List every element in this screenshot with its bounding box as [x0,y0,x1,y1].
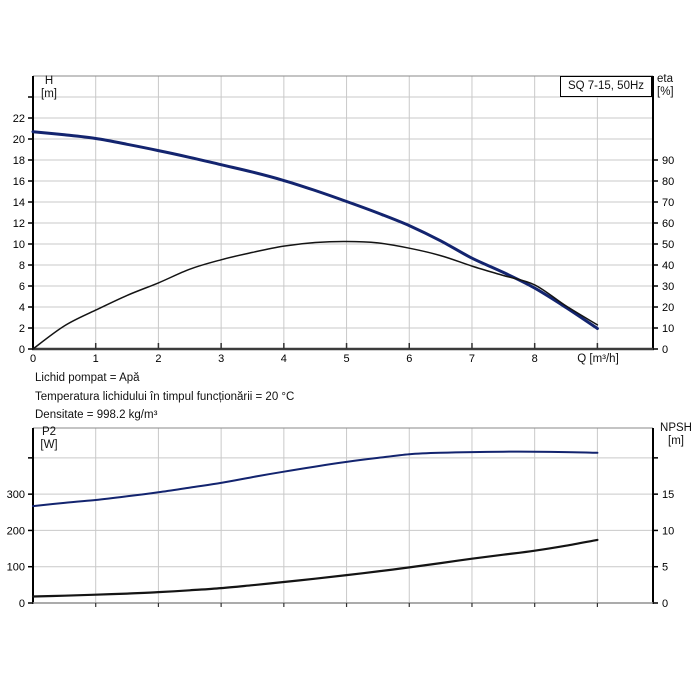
x-tick-label: 7 [469,353,475,365]
left-tick-label: 0 [19,598,25,610]
x-tick-label: 6 [406,353,412,365]
right-tick-label: 10 [662,323,674,335]
right-tick-label: 60 [662,218,674,230]
note-temperature: Temperatura lichidului în timpul funcțio… [35,390,295,403]
eta-axis-title: eta [%] [657,73,687,99]
left-tick-label: 4 [19,302,25,314]
note-liquid: Lichid pompat = Apă [35,372,140,384]
left-tick-label: 18 [13,155,25,167]
left-tick-label: 20 [13,134,25,146]
p2-axis-title: P2 [W] [36,426,62,452]
p2-power-curve-curve [32,450,599,508]
q-axis-label: Q [m³/h] [577,353,619,365]
x-tick-label: 0 [30,353,36,365]
h-axis-unit: [m] [41,88,57,100]
npsh-curve-curve [31,538,599,598]
p2-axis-name: P2 [41,426,57,438]
note-density: Densitate = 998.2 kg/m³ [35,409,158,421]
left-tick-label: 22 [13,113,25,125]
x-tick-label: 2 [155,353,161,365]
pump-model-badge: SQ 7-15, 50Hz [560,76,652,97]
p2-axis-unit: [W] [40,439,58,451]
left-tick-label: 8 [19,260,25,272]
eta-axis-unit: [%] [657,86,674,98]
right-tick-label: 20 [662,302,674,314]
left-tick-label: 12 [13,218,25,230]
left-tick-label: 300 [7,489,25,501]
left-tick-label: 0 [19,344,25,356]
h-axis-title: H [m] [36,75,62,101]
eta-axis-name: eta [657,73,673,85]
eta-efficiency-curve-curve [32,240,599,350]
x-tick-label: 8 [532,353,538,365]
right-tick-label: 15 [662,489,674,501]
left-tick-label: 10 [13,239,25,251]
right-tick-label: 30 [662,281,674,293]
liquid-notes: Lichid pompat = Apă Temperatura lichidul… [35,369,294,425]
left-tick-label: 2 [19,323,25,335]
h-axis-name: H [44,75,54,87]
right-tick-label: 70 [662,197,674,209]
h-qh-curve-curve [31,130,599,330]
npsh-axis-name: NPSH [660,422,692,434]
x-tick-label: 5 [343,353,349,365]
right-tick-label: 10 [662,525,674,537]
right-tick-label: 90 [662,155,674,167]
right-tick-label: 40 [662,260,674,272]
x-tick-label: 1 [93,353,99,365]
left-tick-label: 100 [7,562,25,574]
left-tick-label: 6 [19,281,25,293]
left-tick-label: 14 [13,197,25,209]
right-tick-label: 80 [662,176,674,188]
npsh-axis-unit: [m] [668,435,684,447]
x-tick-label: 3 [218,353,224,365]
x-tick-label: 4 [281,353,287,365]
right-tick-label: 50 [662,239,674,251]
npsh-axis-title: NPSH [m] [654,422,698,448]
right-tick-label: 5 [662,562,668,574]
left-tick-label: 16 [13,176,25,188]
right-tick-label: 0 [662,344,668,356]
left-tick-label: 200 [7,525,25,537]
right-tick-label: 0 [662,598,668,610]
